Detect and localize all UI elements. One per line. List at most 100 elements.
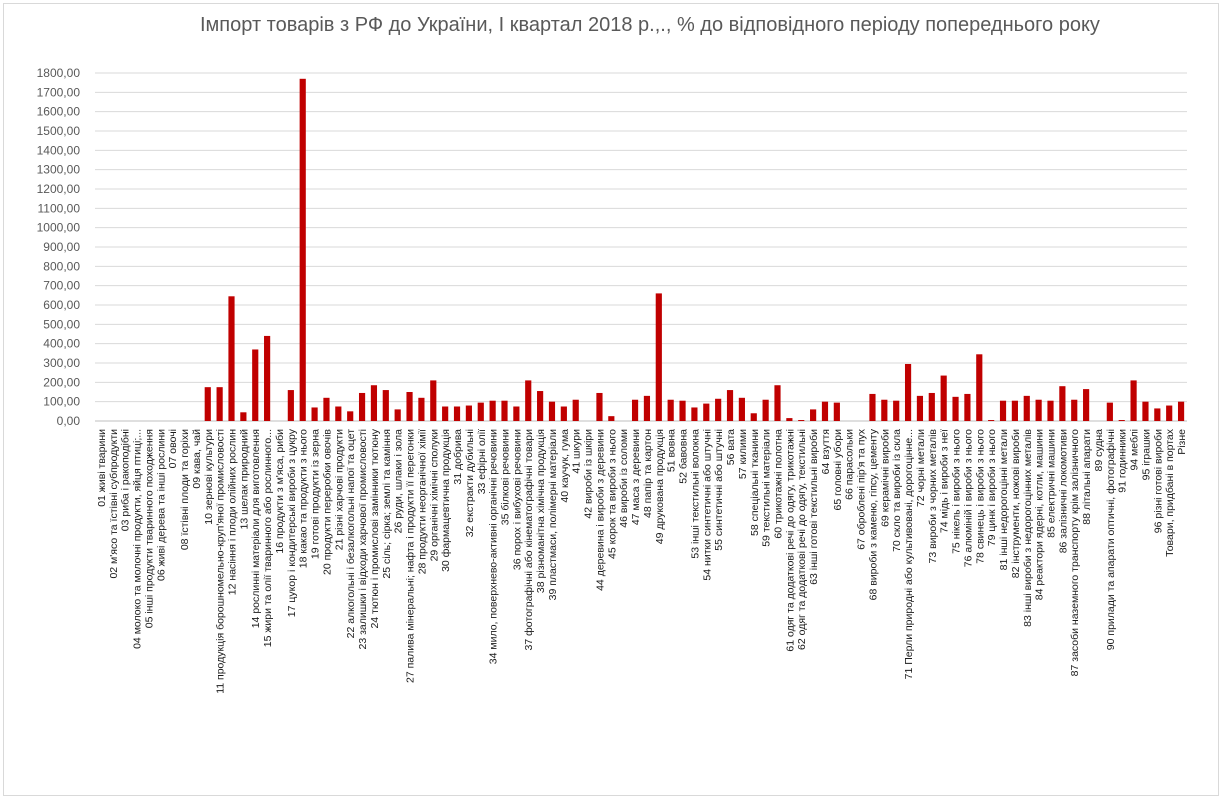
x-category-label: 06 живі дерева та інші рослини bbox=[155, 429, 167, 581]
bar bbox=[537, 391, 544, 421]
x-category-label: 62 одяг та додаткові речі до одягу, текс… bbox=[796, 429, 808, 650]
x-category-label: 03 риба і ракоподібні bbox=[120, 429, 132, 531]
x-category-label: 48 папір та картон bbox=[642, 429, 654, 518]
x-category-label: 14 рослинні матеріали для виготовлення bbox=[250, 429, 262, 628]
x-category-label: 36 порох і вибухові речовини bbox=[511, 429, 523, 570]
bar bbox=[999, 400, 1007, 421]
x-category-label: 41 шкури bbox=[571, 429, 583, 474]
x-category-label: 87 засоби наземного транспорту крім залі… bbox=[1069, 429, 1081, 676]
x-category-label: 21 різні харчові продукти bbox=[333, 429, 345, 550]
bar bbox=[667, 399, 674, 421]
x-category-label: 71 Перли природні або культивовані, доро… bbox=[903, 429, 915, 679]
bar bbox=[1142, 401, 1149, 421]
y-tick-label: 1500,00 bbox=[37, 124, 81, 138]
x-category-label: 65 головні убори bbox=[832, 429, 844, 511]
bar bbox=[370, 385, 378, 421]
x-category-label: 47 маса з деревини bbox=[630, 429, 642, 525]
x-category-label: 02 м'ясо та їстівні субпродукти bbox=[108, 429, 120, 579]
bar bbox=[453, 406, 461, 421]
x-category-label: 35 білкові речовини bbox=[500, 429, 512, 525]
x-category-label: 54 нитки синтетичні або штучні bbox=[701, 429, 713, 581]
bar bbox=[1118, 420, 1125, 421]
bar bbox=[631, 399, 639, 421]
x-category-label: 40 каучук, гума bbox=[559, 429, 571, 503]
bar bbox=[964, 393, 971, 421]
bar bbox=[287, 390, 294, 421]
x-category-label: 58 спеціальні тканини bbox=[749, 429, 761, 536]
x-category-label: 69 керамічні вироби bbox=[879, 429, 891, 527]
y-tick-label: 0,00 bbox=[57, 414, 81, 428]
x-category-label: 46 вироби із соломи bbox=[618, 429, 630, 528]
bar bbox=[738, 397, 745, 421]
bar bbox=[869, 393, 876, 421]
y-tick-label: 700,00 bbox=[43, 279, 80, 293]
x-category-label: 53 інші текстильні волокна bbox=[689, 429, 701, 559]
x-category-label: 55 синтетичні або штучні bbox=[713, 429, 725, 551]
x-category-label: Різне bbox=[1176, 429, 1188, 455]
bar bbox=[216, 387, 223, 421]
bar bbox=[394, 409, 401, 421]
bar bbox=[548, 401, 556, 421]
bar bbox=[608, 416, 615, 421]
x-category-label: 90 прилади та апарати оптичні, фотографі… bbox=[1105, 429, 1117, 650]
y-tick-label: 800,00 bbox=[43, 259, 80, 273]
x-category-label: 94 меблі bbox=[1129, 429, 1141, 471]
bar bbox=[1059, 386, 1066, 421]
y-tick-label: 300,00 bbox=[43, 356, 80, 370]
x-category-label: 60 трикотажні полотна bbox=[773, 429, 785, 539]
x-category-label: 78 свинець і вироби з нього bbox=[974, 429, 986, 564]
x-category-label: 76 алюміній і вироби з нього bbox=[962, 429, 974, 567]
bar bbox=[513, 406, 520, 421]
x-category-label: 34 мило, поверхнево-активні органічні ре… bbox=[488, 429, 500, 664]
bar bbox=[382, 390, 389, 421]
x-category-label: 44 деревина і вироби з деревини bbox=[594, 429, 606, 591]
bar bbox=[928, 392, 935, 421]
x-category-label: 68 вироби з каменю, гіпсу, цементу bbox=[867, 428, 879, 600]
bar bbox=[406, 392, 413, 421]
x-category-label: 75 нікель і вироби з нього bbox=[951, 429, 963, 554]
x-category-label: 28 продукти неорганічної хімії bbox=[416, 429, 428, 574]
x-category-label: 11 продукція борошномельно-круп'яної про… bbox=[215, 429, 227, 694]
x-category-label: 09 кава, чай bbox=[191, 429, 203, 489]
x-category-label: 31 добрива bbox=[452, 429, 464, 485]
x-category-label: 27 палива мінеральні; нафта і продукти ї… bbox=[405, 429, 417, 683]
bar bbox=[489, 400, 496, 421]
bar bbox=[798, 420, 805, 421]
bar bbox=[596, 392, 603, 421]
x-category-label: 85 електричні машини bbox=[1046, 429, 1058, 538]
bar bbox=[786, 418, 793, 421]
x-category-label: 89 судна bbox=[1093, 429, 1105, 472]
x-category-label: 66 парасольки bbox=[844, 429, 856, 500]
x-category-label: 38 різноманітна хімічна продукція bbox=[535, 429, 547, 593]
x-category-label: 20 продукти переробки овочів bbox=[321, 429, 333, 575]
x-category-label: 15 жири та олії тваринного або рослинног… bbox=[262, 429, 274, 647]
bar bbox=[465, 405, 472, 421]
x-category-label: 37 фотографічні або кінематографічні тов… bbox=[523, 429, 535, 651]
x-category-label: 26 руди, шлаки і зола bbox=[393, 429, 405, 533]
bar bbox=[240, 412, 247, 421]
x-category-label: 82 інструменти, ножові вироби bbox=[1010, 429, 1022, 578]
bar bbox=[881, 399, 888, 421]
bar bbox=[810, 409, 817, 421]
bar bbox=[477, 402, 484, 421]
bar bbox=[560, 406, 567, 421]
bar bbox=[311, 407, 318, 421]
x-category-label: 13 шелак природний bbox=[238, 429, 250, 530]
x-category-label: 39 пластмаси, полімерні матеріали bbox=[547, 429, 559, 601]
bar bbox=[418, 397, 425, 421]
y-tick-label: 1400,00 bbox=[37, 143, 81, 157]
bar bbox=[715, 398, 722, 421]
y-tick-label: 200,00 bbox=[43, 375, 80, 389]
x-category-label: 81 інші недорогоцінні метали bbox=[998, 429, 1010, 570]
bar bbox=[762, 399, 769, 421]
bar bbox=[572, 399, 579, 421]
bar bbox=[940, 375, 947, 421]
x-category-label: 61 одяг та додаткові речі до одягу, трик… bbox=[784, 429, 796, 652]
x-category-label: 04 молоко та молочні продукти, яйця птиц… bbox=[132, 429, 144, 649]
chart-frame bbox=[3, 3, 1219, 796]
y-tick-label: 1100,00 bbox=[38, 201, 81, 215]
x-category-label: 25 сіль; сірка; землі та каміння bbox=[381, 429, 393, 579]
x-category-label: 86 залізничні локомотиви bbox=[1057, 429, 1069, 553]
bar bbox=[655, 293, 662, 421]
